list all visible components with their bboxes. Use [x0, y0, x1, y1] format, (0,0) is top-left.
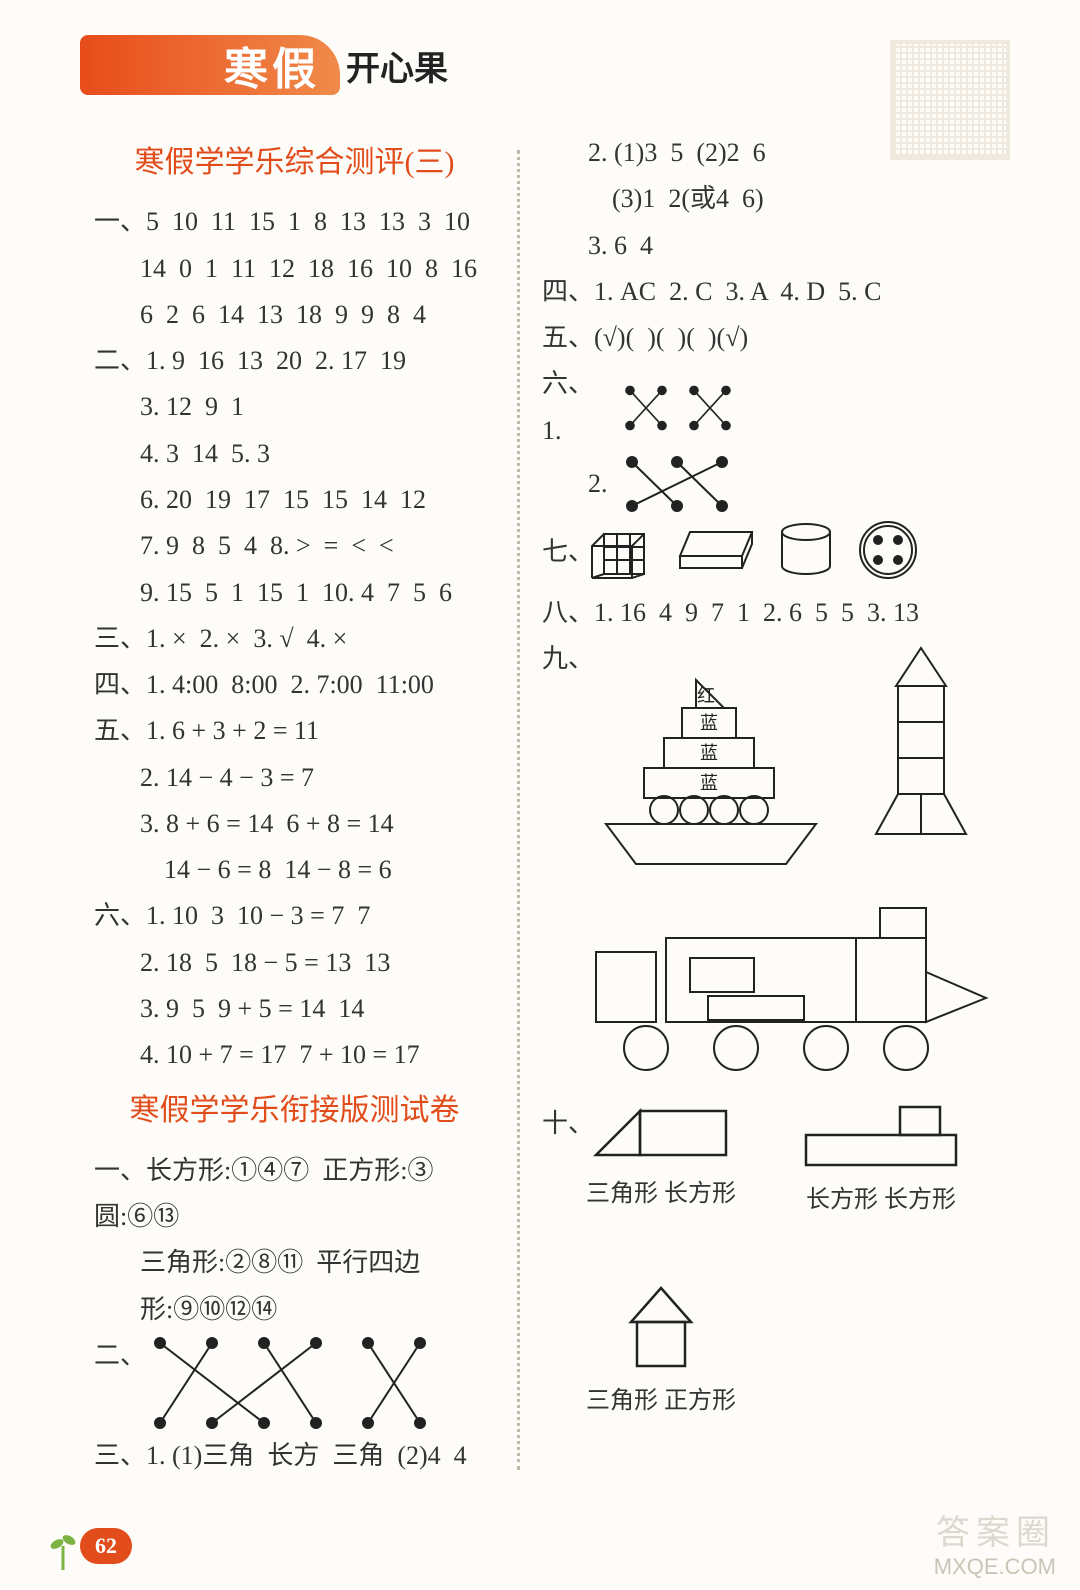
q6-3: 3. 9 5 9 + 5 = 14 14	[94, 986, 495, 1032]
ten-grid: 三角形 长方形 长方形 长方形 三角形 正方形	[586, 1101, 1006, 1422]
svg-text:蓝: 蓝	[793, 965, 811, 985]
cube-icon	[586, 520, 656, 580]
watermark-line2: MXQE.COM	[934, 1554, 1056, 1580]
ten-label-a: 三角形 长方形	[586, 1173, 736, 1216]
r7-label: 七、	[542, 529, 586, 575]
header-main: 寒假	[224, 33, 320, 97]
boat-figure: 红 蓝 蓝 蓝 绿绿绿绿 蓝 红	[586, 674, 836, 884]
section-title-test3: 寒假学学乐综合测评(三)	[94, 136, 495, 189]
r2-3: 3. 6 4	[542, 223, 1006, 269]
page-header: 寒假 开心果	[80, 30, 500, 100]
q1-row2: 14 0 1 11 12 18 16 10 8 16	[94, 246, 495, 292]
q1-row1: 一、5 10 11 15 1 8 13 13 3 10	[94, 199, 495, 245]
svg-text:黄: 黄	[912, 766, 930, 786]
r9-label: 九、	[542, 636, 586, 682]
svg-text:红: 红	[929, 806, 947, 826]
svg-text:蓝: 蓝	[700, 833, 718, 853]
link-3: 三、1. (1)三角 长方 三角 (2)4 4	[94, 1433, 495, 1479]
svg-text:蓝: 蓝	[713, 965, 731, 985]
q5-3: 3. 8 + 6 = 14 6 + 8 = 14	[94, 801, 495, 847]
dot-circle-icon	[856, 518, 920, 582]
q6-1: 六、1. 10 3 10 − 3 = 7 7	[94, 893, 495, 939]
svg-text:黄: 黄	[747, 998, 765, 1018]
svg-text:绿: 绿	[637, 1039, 655, 1059]
header-sub: 开心果	[346, 41, 448, 90]
cuboid-icon	[676, 528, 756, 572]
svg-text:绿: 绿	[897, 1039, 915, 1059]
match-x-1	[622, 378, 742, 438]
ten-label-b: 长方形 长方形	[806, 1179, 956, 1222]
page-number: 62	[80, 1528, 132, 1564]
r2-2: (3)1 2(或4 6)	[542, 176, 1006, 222]
rocket-figure: 红 黄 蓝 黄 红红 红	[866, 644, 976, 884]
svg-text:绿: 绿	[745, 800, 763, 820]
right-column: 2. (1)3 5 (2)2 6 (3)1 2(或4 6) 3. 6 4 四、1…	[528, 130, 1020, 1510]
column-divider	[517, 150, 520, 1470]
q6-4: 4. 10 + 7 = 17 7 + 10 = 17	[94, 1032, 495, 1078]
r8: 八、1. 16 4 9 7 1 2. 6 5 5 3. 13	[542, 590, 1006, 636]
q2-7: 7. 9 8 5 4 8. > = < <	[94, 523, 495, 569]
fig-boat-rocket: 红 蓝 蓝 蓝 绿绿绿绿 蓝 红	[586, 644, 1006, 884]
q2-6: 6. 20 19 17 15 15 14 12	[94, 477, 495, 523]
svg-text:蓝: 蓝	[894, 913, 912, 933]
svg-text:蓝: 蓝	[912, 730, 930, 750]
watermark: 答案圈 MXQE.COM	[934, 1505, 1056, 1580]
train-figure: 蓝 蓝 蓝 蓝 黄 蓝 红 红 绿绿绿绿	[586, 902, 1006, 1082]
q2-1: 二、1. 9 16 13 20 2. 17 19	[94, 338, 495, 384]
cylinder-icon	[776, 522, 836, 578]
q2-3: 3. 12 9 1	[94, 384, 495, 430]
q4: 四、1. 4:00 8:00 2. 7:00 11:00	[94, 662, 495, 708]
ten-label-c: 三角形 正方形	[586, 1380, 736, 1423]
r4: 四、1. AC 2. C 3. A 4. D 5. C	[542, 269, 1006, 315]
svg-text:红: 红	[912, 662, 930, 682]
svg-text:绿: 绿	[727, 1039, 745, 1059]
r5: 五、(√)( )( )( )(√)	[542, 315, 1006, 361]
section-title-link: 寒假学学乐衔接版测试卷	[94, 1084, 495, 1137]
svg-text:绿: 绿	[655, 800, 673, 820]
svg-text:红: 红	[895, 806, 913, 826]
r10-label: 十、	[542, 1101, 586, 1147]
q5-3b: 14 − 6 = 8 14 − 8 = 6	[94, 847, 495, 893]
q2-4: 4. 3 14 5. 3	[94, 431, 495, 477]
q2-9: 9. 15 5 1 15 1 10. 4 7 5 6	[94, 570, 495, 616]
match-x-2	[622, 454, 742, 514]
shape-row	[586, 514, 920, 590]
link-er-label: 二、	[94, 1333, 140, 1379]
svg-text:蓝: 蓝	[882, 968, 900, 988]
header-badge: 寒假	[80, 35, 340, 95]
svg-text:蓝: 蓝	[617, 978, 635, 998]
content-columns: 寒假学学乐综合测评(三) 一、5 10 11 15 1 8 13 13 3 10…	[80, 130, 1020, 1510]
svg-text:绿: 绿	[685, 800, 703, 820]
svg-text:绿: 绿	[715, 800, 733, 820]
svg-text:红: 红	[697, 686, 715, 706]
left-column: 寒假学学乐综合测评(三) 一、5 10 11 15 1 8 13 13 3 10…	[80, 130, 509, 1510]
link-2: 三角形:②⑧⑪ 平行四边形:⑨⑩⑫⑭	[94, 1240, 495, 1333]
q3: 三、1. × 2. × 3. √ 4. ×	[94, 616, 495, 662]
ten-item-c: 三角形 正方形	[586, 1282, 736, 1423]
r6-2-label: 2.	[542, 461, 612, 507]
q5-1: 五、1. 6 + 3 + 2 = 11	[94, 708, 495, 754]
svg-text:蓝: 蓝	[700, 713, 718, 733]
match-diagram-wide	[140, 1333, 440, 1433]
svg-text:黄: 黄	[912, 694, 930, 714]
link-1: 一、长方形:①④⑦ 正方形:③ 圆:⑥⑬	[94, 1148, 495, 1241]
q6-2: 2. 18 5 18 − 5 = 13 13	[94, 940, 495, 986]
q5-2: 2. 14 − 4 − 3 = 7	[94, 755, 495, 801]
r2-1: 2. (1)3 5 (2)2 6	[542, 130, 1006, 176]
sprout-icon	[50, 1530, 76, 1570]
svg-text:绿: 绿	[817, 1039, 835, 1059]
q1-row3: 6 2 6 14 13 18 9 9 8 4	[94, 292, 495, 338]
svg-text:蓝: 蓝	[700, 743, 718, 763]
r6-label: 六、1.	[542, 361, 612, 454]
ten-item-b: 长方形 长方形	[796, 1101, 966, 1222]
ten-item-a: 三角形 长方形	[586, 1101, 736, 1222]
svg-text:蓝: 蓝	[700, 773, 718, 793]
watermark-line1: 答案圈	[934, 1505, 1056, 1554]
